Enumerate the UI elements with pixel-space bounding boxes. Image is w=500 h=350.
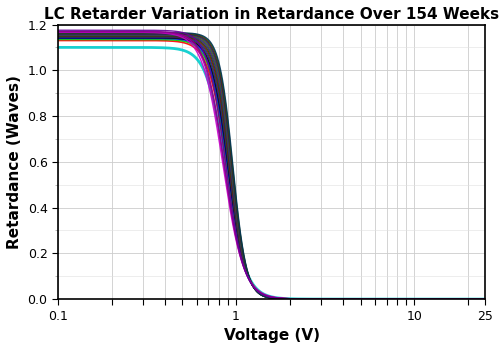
Title: LC Retarder Variation in Retardance Over 154 Weeks: LC Retarder Variation in Retardance Over… — [44, 7, 499, 22]
Y-axis label: Retardance (Waves): Retardance (Waves) — [7, 75, 22, 249]
X-axis label: Voltage (V): Voltage (V) — [224, 328, 320, 343]
